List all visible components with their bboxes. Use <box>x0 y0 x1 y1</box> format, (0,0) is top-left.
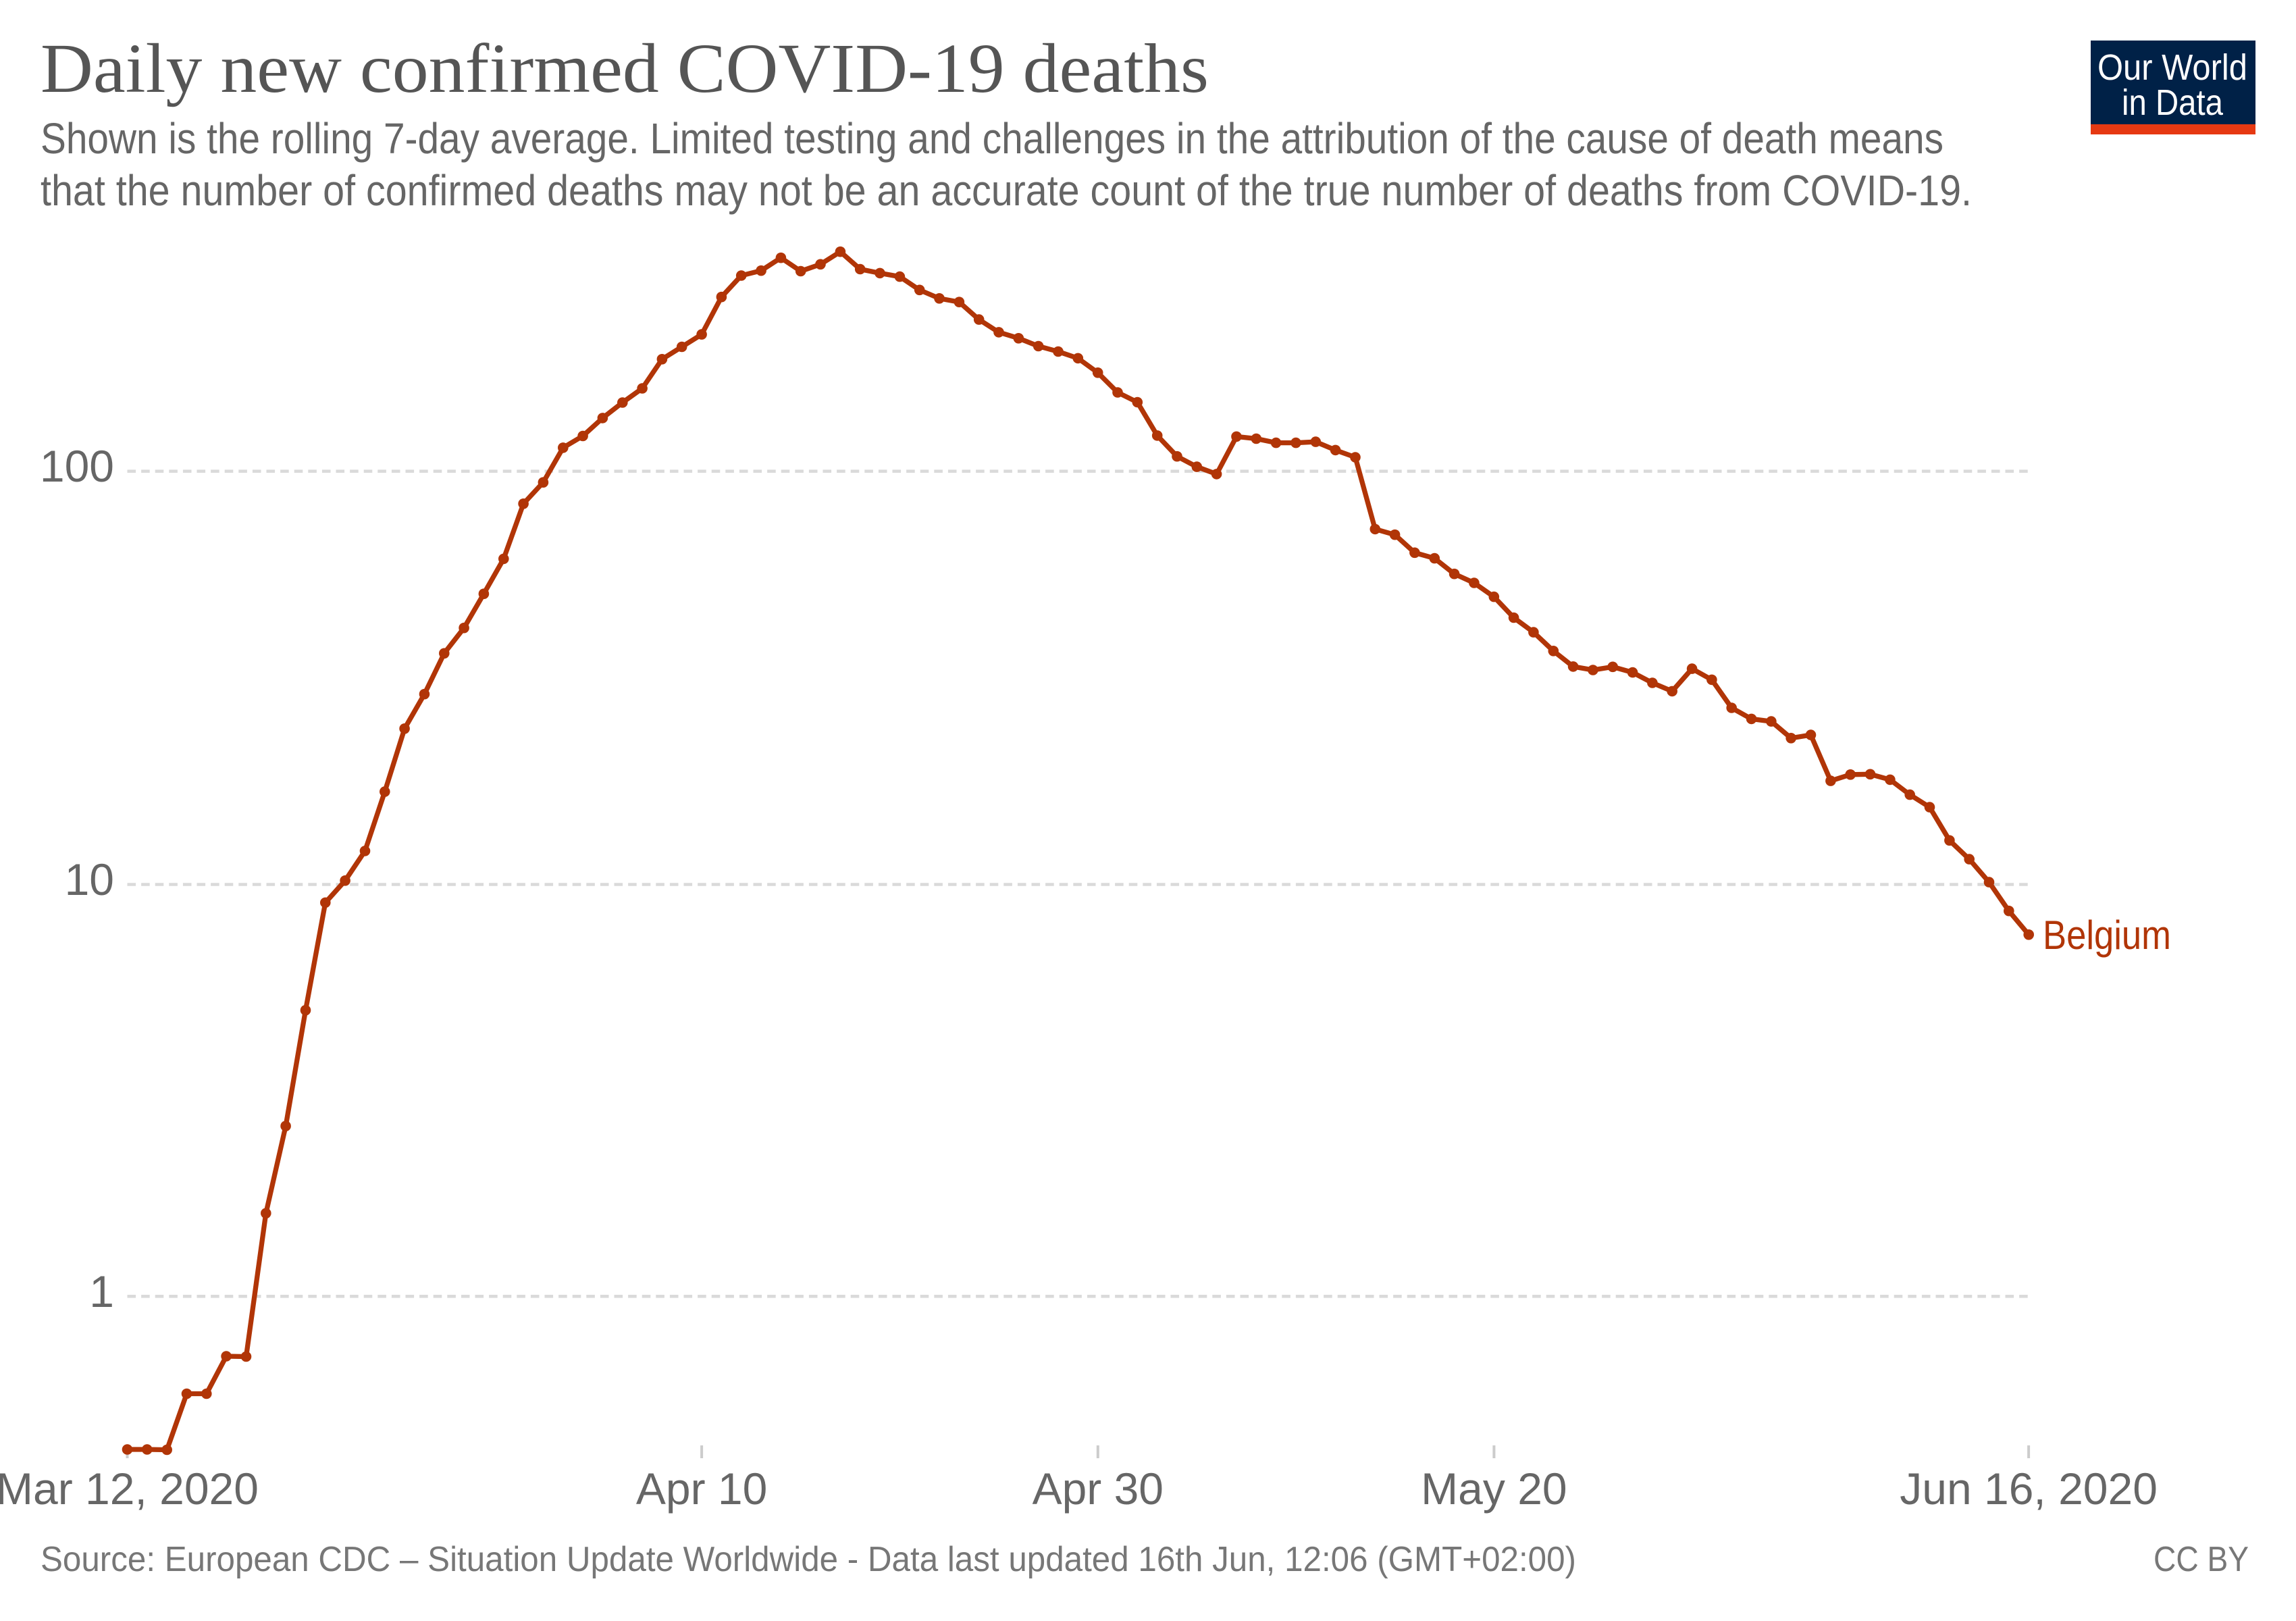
svg-text:Jun 16, 2020: Jun 16, 2020 <box>1900 1464 2158 1514</box>
svg-text:CC BY: CC BY <box>2154 1540 2249 1579</box>
svg-text:100: 100 <box>40 441 114 491</box>
svg-text:Shown is the rolling 7-day ave: Shown is the rolling 7-day average. Limi… <box>41 114 1943 163</box>
svg-text:Our World: Our World <box>2097 47 2247 88</box>
svg-text:Mar 12, 2020: Mar 12, 2020 <box>0 1464 259 1514</box>
svg-text:May 20: May 20 <box>1421 1464 1567 1514</box>
svg-text:Daily new confirmed COVID-19 d: Daily new confirmed COVID-19 deaths <box>41 30 1209 107</box>
svg-text:1: 1 <box>89 1266 114 1316</box>
svg-text:in Data: in Data <box>2122 82 2224 123</box>
svg-text:10: 10 <box>65 854 114 904</box>
svg-text:Source: European CDC – Situati: Source: European CDC – Situation Update … <box>41 1540 1576 1579</box>
svg-text:that the number of confirmed d: that the number of confirmed deaths may … <box>41 166 1972 215</box>
svg-text:Belgium: Belgium <box>2043 912 2171 958</box>
svg-text:Apr 10: Apr 10 <box>636 1464 767 1514</box>
svg-text:Apr 30: Apr 30 <box>1033 1464 1164 1514</box>
